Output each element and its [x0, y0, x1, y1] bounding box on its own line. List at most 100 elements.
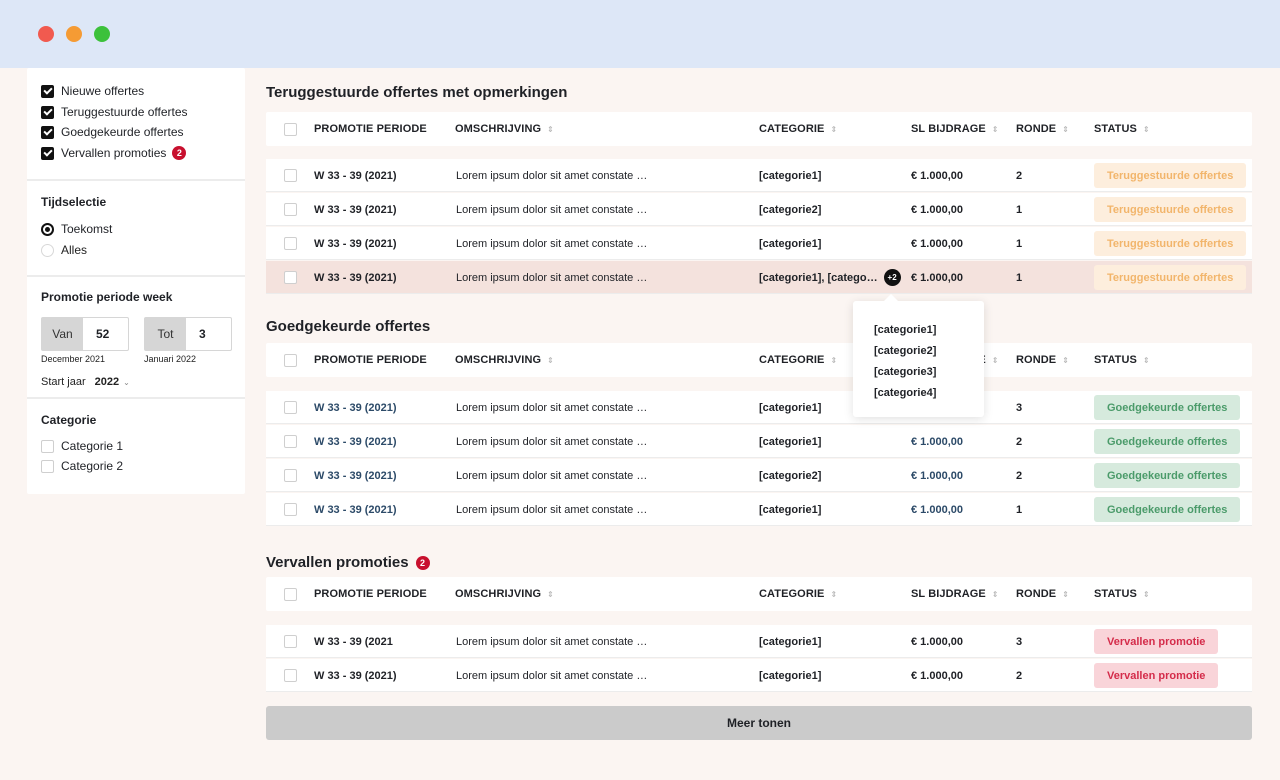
col-header-status[interactable]: STATUS ⇕: [1094, 577, 1150, 611]
count-badge: 2: [172, 146, 187, 160]
filter-goedgekeurde-offertes[interactable]: Goedgekeurde offertes: [41, 123, 184, 141]
cell-ronde: 3: [1016, 401, 1023, 414]
cell-ronde: 2: [1016, 669, 1023, 682]
row-checkbox[interactable]: [284, 669, 297, 682]
table-row[interactable]: W 33 - 39 (2021) Lorem ipsum dolor sit a…: [266, 391, 1252, 424]
window-close-button[interactable]: [38, 26, 54, 42]
cell-categorie: [categorie1]: [759, 169, 822, 182]
window-minimize-button[interactable]: [66, 26, 82, 42]
radio-toekomst[interactable]: Toekomst: [41, 220, 112, 238]
checkbox-checked-icon[interactable]: [41, 84, 54, 98]
cell-periode: W 33 - 39 (2021): [314, 669, 397, 682]
col-header-omschrijving[interactable]: OMSCHRIJVING ⇕: [455, 343, 554, 377]
col-header-bijdrage[interactable]: SL BIJDRAGE ⇕: [911, 112, 999, 146]
col-header-label: CATEGORIE: [759, 354, 825, 366]
checkbox-checked-icon[interactable]: [41, 125, 54, 139]
table-row[interactable]: W 33 - 39 (2021) Lorem ipsum dolor sit a…: [266, 659, 1252, 692]
select-all-checkbox[interactable]: [284, 123, 297, 136]
filter-vervallen-promoties[interactable]: Vervallen promoties 2: [41, 144, 187, 162]
window-maximize-button[interactable]: [94, 26, 110, 42]
cell-ronde: 1: [1016, 237, 1023, 250]
radio-label: Alles: [61, 243, 88, 257]
col-header-bijdrage[interactable]: SL BIJDRAGE ⇕: [911, 577, 999, 611]
sort-arrows-icon[interactable]: ⇕: [991, 589, 999, 599]
table-row[interactable]: W 33 - 39 (2021) Lorem ipsum dolor sit a…: [266, 425, 1252, 458]
filter-label: Nieuwe offertes: [61, 84, 145, 98]
checkbox-checked-icon[interactable]: [41, 146, 54, 160]
table-row[interactable]: W 33 - 39 (2021) Lorem ipsum dolor sit a…: [266, 493, 1252, 526]
select-all-checkbox[interactable]: [284, 588, 297, 601]
start-year-value[interactable]: 2022: [94, 376, 120, 388]
table-header-approved: PROMOTIE PERIODE OMSCHRIJVING ⇕ CATEGORIE…: [266, 343, 1252, 377]
sort-arrows-icon[interactable]: ⇕: [1062, 124, 1070, 134]
sort-arrows-icon[interactable]: ⇕: [1142, 124, 1150, 134]
week-from-value[interactable]: 52: [96, 327, 110, 341]
filter-nieuwe-offertes[interactable]: Nieuwe offertes: [41, 82, 144, 100]
row-checkbox[interactable]: [284, 435, 297, 448]
cell-bijdrage: € 1.000,00: [911, 435, 963, 448]
week-to-field[interactable]: Tot 3: [144, 317, 232, 351]
sort-arrows-icon[interactable]: ⇕: [1142, 589, 1150, 599]
filter-label: Teruggestuurde offertes: [61, 105, 188, 119]
category-filter-2[interactable]: Categorie 2: [41, 457, 123, 475]
cell-bijdrage: € 1.000,00: [911, 203, 963, 216]
col-header-label: OMSCHRIJVING: [455, 588, 542, 600]
col-header-categorie[interactable]: CATEGORIE ⇕: [759, 343, 837, 377]
sort-arrows-icon[interactable]: ⇕: [1062, 355, 1070, 365]
sort-arrows-icon[interactable]: ⇕: [1142, 355, 1150, 365]
table-row-highlighted[interactable]: W 33 - 39 (2021) Lorem ipsum dolor sit a…: [266, 261, 1252, 294]
cell-ronde: 1: [1016, 503, 1023, 516]
week-from-field[interactable]: Van 52: [41, 317, 129, 351]
table-row[interactable]: W 33 - 39 (2021) Lorem ipsum dolor sit a…: [266, 459, 1252, 492]
chevron-down-icon[interactable]: ⌄: [123, 377, 130, 387]
radio-selected-icon[interactable]: [41, 222, 54, 236]
more-categories-badge[interactable]: +2: [883, 269, 901, 286]
row-checkbox[interactable]: [284, 237, 297, 250]
col-header-ronde[interactable]: RONDE ⇕: [1016, 577, 1069, 611]
category-filter-1[interactable]: Categorie 1: [41, 437, 123, 455]
radio-unselected-icon[interactable]: [41, 243, 54, 257]
cell-categorie: [categorie1]: [759, 435, 822, 448]
week-heading: Promotie periode week: [41, 290, 173, 304]
row-checkbox[interactable]: [284, 635, 297, 648]
filter-teruggestuurde-offertes[interactable]: Teruggestuurde offertes: [41, 103, 188, 121]
week-to-value[interactable]: 3: [199, 327, 206, 341]
status-badge: Teruggestuurde offertes: [1094, 231, 1247, 256]
start-year-select[interactable]: Start jaar 2022 ⌄: [41, 376, 130, 388]
table-row[interactable]: W 33 - 39 (2021) Lorem ipsum dolor sit a…: [266, 159, 1252, 192]
col-header-status[interactable]: STATUS ⇕: [1094, 343, 1150, 377]
sort-arrows-icon[interactable]: ⇕: [991, 355, 999, 365]
col-header-categorie[interactable]: CATEGORIE ⇕: [759, 112, 837, 146]
radio-alles[interactable]: Alles: [41, 241, 87, 259]
col-header-ronde[interactable]: RONDE ⇕: [1016, 343, 1069, 377]
table-row[interactable]: W 33 - 39 (2021 Lorem ipsum dolor sit am…: [266, 625, 1252, 658]
cell-omschrijving: Lorem ipsum dolor sit amet constate …: [456, 237, 648, 250]
sort-arrows-icon[interactable]: ⇕: [547, 124, 554, 134]
checkbox-icon[interactable]: [41, 439, 54, 453]
row-checkbox[interactable]: [284, 401, 297, 414]
show-more-button[interactable]: Meer tonen: [266, 706, 1252, 740]
sort-arrows-icon[interactable]: ⇕: [547, 589, 554, 599]
col-header-ronde[interactable]: RONDE ⇕: [1016, 112, 1069, 146]
checkbox-checked-icon[interactable]: [41, 105, 54, 119]
sort-arrows-icon[interactable]: ⇕: [830, 355, 838, 365]
row-checkbox[interactable]: [284, 169, 297, 182]
row-checkbox[interactable]: [284, 271, 297, 284]
col-header-categorie[interactable]: CATEGORIE ⇕: [759, 577, 837, 611]
select-all-checkbox[interactable]: [284, 354, 297, 367]
sort-arrows-icon[interactable]: ⇕: [547, 355, 554, 365]
col-header-status[interactable]: STATUS ⇕: [1094, 112, 1150, 146]
sort-arrows-icon[interactable]: ⇕: [830, 589, 838, 599]
table-row[interactable]: W 33 - 39 (2021) Lorem ipsum dolor sit a…: [266, 193, 1252, 226]
row-checkbox[interactable]: [284, 469, 297, 482]
sort-arrows-icon[interactable]: ⇕: [830, 124, 838, 134]
col-header-omschrijving[interactable]: OMSCHRIJVING ⇕: [455, 577, 554, 611]
checkbox-icon[interactable]: [41, 459, 54, 473]
row-checkbox[interactable]: [284, 503, 297, 516]
row-checkbox[interactable]: [284, 203, 297, 216]
col-header-label: CATEGORIE: [759, 588, 825, 600]
sort-arrows-icon[interactable]: ⇕: [991, 124, 999, 134]
col-header-omschrijving[interactable]: OMSCHRIJVING ⇕: [455, 112, 554, 146]
table-row[interactable]: W 33 - 39 (2021) Lorem ipsum dolor sit a…: [266, 227, 1252, 260]
sort-arrows-icon[interactable]: ⇕: [1062, 589, 1070, 599]
